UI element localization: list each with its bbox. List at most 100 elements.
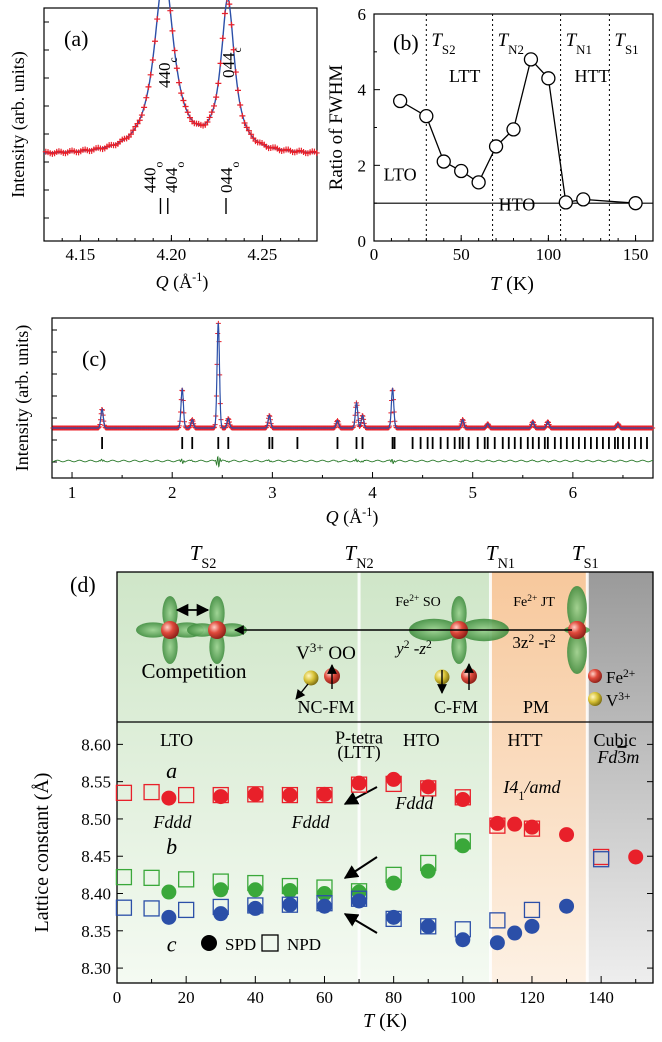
panel-d-point-c-spd [161,909,177,925]
orbital-lobe [209,596,225,630]
panel-a-observed-point [182,103,189,110]
panel-a-reflection-label-404-part: o [173,162,186,168]
panel-b-ytick-label: 4 [358,81,367,100]
panel-d-space-group: Fd3m [596,747,639,767]
panel-d-transition-label: TN1 [486,541,515,572]
panel-b-point [471,175,486,190]
panel-a-observed-point [149,57,156,64]
panel-b-point [576,192,591,207]
orbital-lobe [162,630,178,664]
panel-d-point-c-npd [178,901,195,919]
panel-b-point [523,52,539,67]
panel-d-point-b-spd [282,883,298,899]
panel-d-phase-label: P-tetra [335,728,383,748]
panel-d-point-a-spd [161,790,177,806]
panel-d-point-c-npd [247,897,264,914]
panel-d-point-a-npd [212,786,229,804]
panel-a-xlabel-part: -1 [192,270,202,284]
panel-d-point-b-npd [420,854,437,872]
panel-a-observed-point [167,7,174,14]
panel-b-point [393,93,408,109]
panel-d-point-a-spd [489,815,505,831]
panel-a-reflection-label-404-part: 404 [162,167,181,193]
panel-a-observed-point [232,69,239,76]
panel-a-observed-point [134,120,141,127]
panel-d-transition-label-part: S1 [584,556,599,572]
panel-a-observed-point [178,90,185,97]
panel-c-xtick-label: 6 [569,483,578,502]
panel-a-observed-point [127,131,134,138]
panel-d-ytick-label: 8.50 [81,810,111,829]
panel-b-region-label: HTO [499,195,536,215]
panel-d-point-a-npd [523,820,541,837]
panel-a-observed-point [136,117,143,124]
panel-d-legend-fe-label-part: Fe [606,668,623,687]
panel-d-point-c-npd [420,918,437,935]
panel-d-point-a-npd [350,776,368,793]
panel-c-xtick-label: 5 [468,483,477,502]
orbital-lobe [136,622,170,638]
fe-ion [161,621,179,639]
panel-d-fe-so-label-part: 2+ [409,594,419,604]
panel-b-transition-label-part: S1 [625,42,639,57]
panel-b-xlabel-part: T [490,273,503,295]
panel-a-observed-point [143,94,150,101]
panel-d-xlabel-part: (K) [374,1010,407,1032]
panel-b-transition-label-part: T [614,30,626,51]
panel-d-space-group-part: m [626,747,639,767]
panel-d-ytick-label: 8.40 [81,885,111,904]
panel-b-region-label: LTO [384,164,417,184]
panel-d-transition-label-part: T [345,541,358,565]
panel-d-legend-v-label-part: 3+ [618,690,630,703]
panel-d-transition-label-part: N1 [498,556,515,572]
panel-d-ytick-label: 8.45 [81,847,111,866]
orbital-lobe [451,596,467,630]
panel-d-legend-spd-marker [201,935,217,951]
panel-c-xlabel-part: -1 [362,505,372,519]
panel-d-space-group-part: I4 [502,777,518,797]
panel-c-xlabel-part: ) [372,507,378,528]
panel-b-transition-label: TN2 [498,30,524,57]
panel-d-fe-jt-label: Fe2+ JT [513,594,555,610]
panel-d-point-a-npd [316,786,333,804]
panel-a-xlabel-part: Q [156,272,169,292]
panel-b-transition-label-part: N1 [576,42,592,57]
panel-d-xtick-label: 40 [247,988,264,1007]
panel-d-ncfm-label: NC-FM [297,697,354,717]
panel-b-point [558,195,573,210]
panel-a-observed-point [245,127,252,134]
panel-d-space-group-part: 3 [617,747,626,767]
panel-d-orbital-right [187,596,247,664]
panel-d-space-group-part: Fddd [152,812,192,832]
panel-a-observed-point [176,79,183,86]
panel-d-point-a-npd [385,775,402,793]
panel-d-point-c-npd [115,899,133,916]
panel-d-legend-v-label: V3+ [606,690,631,711]
panel-d-xlabel: T (K) [363,1010,407,1032]
panel-b-xlabel: T (K) [490,273,534,295]
panel-d-point-c-npd [454,921,471,938]
panel-a-observed-point [138,112,145,119]
panel-b-point [454,163,469,179]
panel-d-fe-jt-orbital: 3z2 -r2 [512,632,555,653]
panel-d-legend-npd-label: NPD [287,935,321,954]
panel-c-xtick-label: 2 [168,483,177,502]
panel-d-point-a-npd [489,817,506,834]
panel-d-space-group-part: Fddd [291,812,331,832]
panel-a-observed-point [173,65,180,72]
panel-c-xtick-label: 1 [68,483,77,502]
panel-a-peak-label-044-part: c [230,47,243,52]
panel-b-label: (b) [393,30,419,55]
panel-a-ylabel: Intensity (arb. units) [8,51,29,197]
panel-d-legend-npd-marker [261,934,279,952]
panel-d-frame [116,571,654,984]
panel-b-point [541,71,556,86]
panel-d-point-a-spd [559,827,575,843]
panel-a-observed-point [217,60,224,67]
panel-a-peak-label-440-part: 440 [155,63,174,89]
panel-d-point-b-npd [212,873,229,890]
panel-d-space-group: Fddd [394,793,434,813]
panel-a-xtick-label: 4.15 [66,245,96,264]
panel-a-observed-point [210,102,217,109]
orbital-lobe [567,630,587,674]
